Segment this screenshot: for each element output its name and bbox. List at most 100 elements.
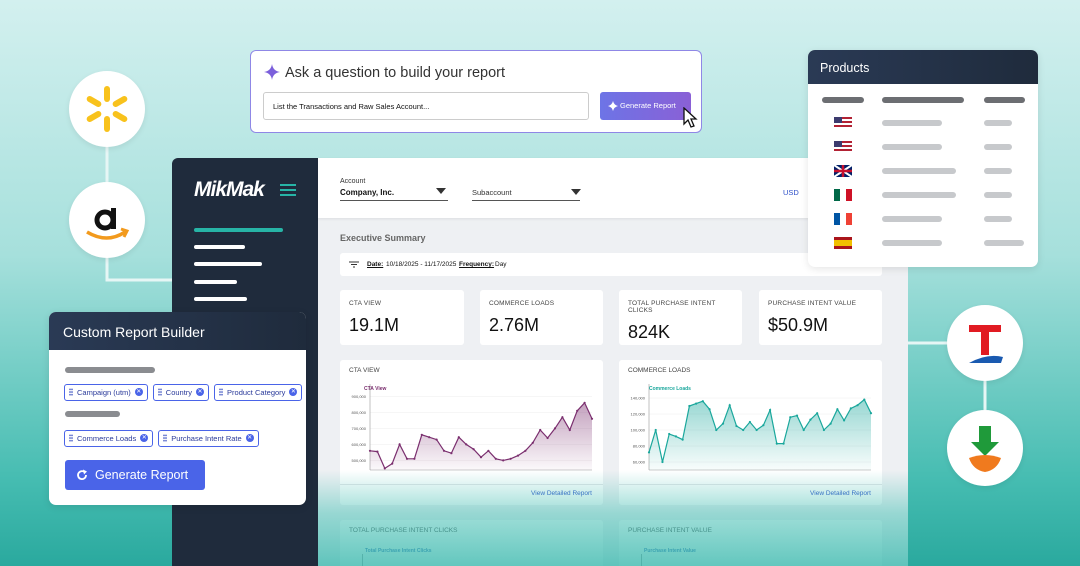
data-point xyxy=(816,412,819,415)
flag-stripe xyxy=(834,127,852,129)
section-title: Executive Summary xyxy=(340,233,426,243)
filter-bar[interactable]: Date: 10/18/2025 - 11/17/2025 Frequency:… xyxy=(340,253,882,276)
data-point xyxy=(524,449,527,452)
data-point xyxy=(748,420,752,424)
chip-label: Product Category xyxy=(227,387,286,397)
data-point xyxy=(568,428,571,432)
data-point xyxy=(789,416,792,419)
data-point xyxy=(450,452,453,455)
data-point xyxy=(546,436,549,440)
data-point xyxy=(681,438,684,441)
flag-stripe xyxy=(834,119,852,121)
data-point xyxy=(728,404,731,407)
data-point xyxy=(849,407,852,410)
data-point xyxy=(502,459,505,462)
kpi-value: $50.9M xyxy=(768,315,829,335)
y-tick-label: 80,000 xyxy=(633,444,646,449)
filter-chip[interactable]: Product Category ✕ xyxy=(214,383,303,401)
data-point xyxy=(516,454,520,457)
tesco-logo xyxy=(947,305,1023,381)
data-point xyxy=(775,442,778,445)
data-point xyxy=(583,401,586,404)
date-label: Date: xyxy=(367,261,384,268)
flag-stripe xyxy=(840,189,846,201)
remove-icon[interactable]: ✕ xyxy=(245,434,254,442)
text-placeholder xyxy=(984,240,1024,246)
data-point xyxy=(795,414,799,417)
drag-handle xyxy=(69,434,73,442)
prompt-input[interactable]: List the Transactions and Raw Sales Acco… xyxy=(263,92,589,120)
nav-item[interactable] xyxy=(194,297,247,301)
data-point xyxy=(863,398,866,401)
date-value: 10/18/2025 - 11/17/2025 xyxy=(386,261,457,268)
data-point xyxy=(442,449,446,452)
currency[interactable]: USD xyxy=(783,188,799,197)
nav-item[interactable] xyxy=(194,280,237,284)
chip-label: Purchase Intent Rate xyxy=(171,433,242,443)
data-point xyxy=(688,404,691,408)
data-point xyxy=(398,443,401,446)
text-placeholder xyxy=(882,240,942,246)
remove-icon[interactable]: ✕ xyxy=(289,388,298,396)
data-point xyxy=(715,428,718,432)
data-point xyxy=(368,449,372,452)
prompt-box: Ask a question to build your report List… xyxy=(250,50,702,133)
products-title: Products xyxy=(808,50,1038,84)
y-tick-label: 100,000 xyxy=(631,428,646,433)
data-point xyxy=(539,428,542,432)
kpi-card: TOTAL PURCHASE INTENT CLICKS 824K xyxy=(619,290,742,345)
filter-chip[interactable]: Commerce Loads ✕ xyxy=(64,429,154,447)
text-placeholder xyxy=(984,216,1012,222)
nav-item[interactable] xyxy=(194,245,245,249)
nav-item-active[interactable] xyxy=(194,228,283,232)
filter-chip[interactable]: Campaign (utm) ✕ xyxy=(64,383,148,401)
drag-handle xyxy=(219,388,224,396)
legend-label: CTA View xyxy=(364,386,387,392)
text-placeholder xyxy=(984,168,1012,174)
chart-title: COMMERCE LOADS xyxy=(628,367,691,374)
data-point xyxy=(561,416,564,419)
account-value[interactable]: Company, Inc. xyxy=(340,188,395,197)
flag-stripe xyxy=(834,143,852,145)
data-point xyxy=(802,428,805,432)
data-point xyxy=(531,441,534,444)
menu-icon[interactable] xyxy=(280,184,296,196)
data-point xyxy=(721,422,725,425)
remove-icon[interactable]: ✕ xyxy=(134,388,143,396)
y-tick-label: 140,000 xyxy=(631,396,646,401)
kpi-value: 19.1M xyxy=(349,315,400,335)
nav-item[interactable] xyxy=(194,262,262,266)
area-fill xyxy=(649,399,871,470)
data-point xyxy=(413,457,416,460)
data-point xyxy=(755,428,758,432)
dropdown-arrow[interactable] xyxy=(436,188,446,194)
data-point xyxy=(668,432,671,436)
subaccount[interactable]: Subaccount xyxy=(472,188,512,197)
cursor xyxy=(683,107,698,128)
flag-icon xyxy=(834,189,852,201)
kpi-card: PURCHASE INTENT VALUE $50.9M xyxy=(759,290,882,345)
dropdown-arrow[interactable] xyxy=(571,189,581,195)
data-point xyxy=(457,436,460,439)
chip-label: Country xyxy=(165,387,193,397)
data-point xyxy=(856,404,859,407)
flag-stripe xyxy=(834,213,840,225)
flag-icon xyxy=(834,117,852,129)
filter-icon xyxy=(349,261,359,268)
generate-button[interactable]: Generate Report xyxy=(65,460,205,490)
walmart-logo xyxy=(69,71,145,147)
filter-chip[interactable]: Purchase Intent Rate ✕ xyxy=(158,429,259,447)
filter-chip[interactable]: Country ✕ xyxy=(152,383,210,401)
flag-stripe xyxy=(846,213,852,225)
drag-handle xyxy=(163,434,168,442)
data-point xyxy=(487,449,490,452)
flag-stripe xyxy=(840,213,846,225)
remove-icon[interactable]: ✕ xyxy=(196,388,205,396)
series-line xyxy=(648,398,872,463)
drag-handle xyxy=(157,388,162,396)
flag-stripe xyxy=(834,145,852,147)
underline xyxy=(340,200,448,201)
flag-cross xyxy=(834,165,852,177)
remove-icon[interactable]: ✕ xyxy=(140,434,149,442)
